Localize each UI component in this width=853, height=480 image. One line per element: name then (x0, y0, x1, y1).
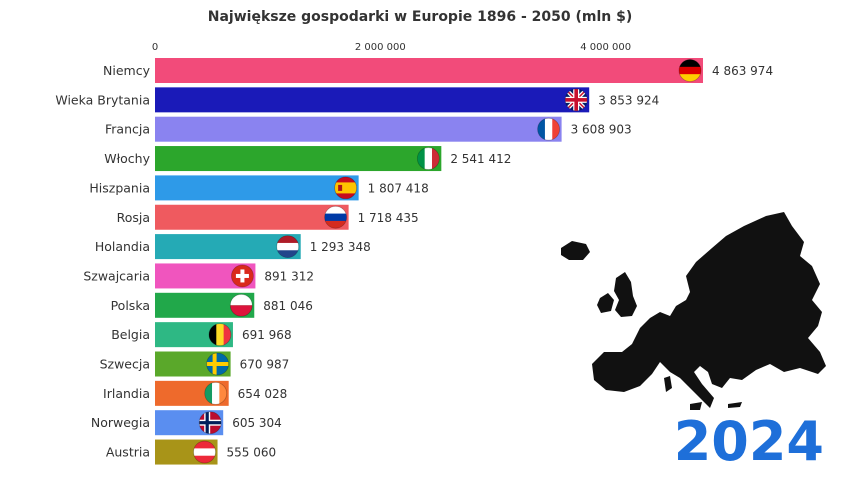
value-label: 4 863 974 (712, 64, 773, 78)
netherlands-flag-icon (276, 235, 299, 258)
bar-row: Irlandia 654 028 (103, 380, 288, 406)
value-label: 605 304 (232, 416, 282, 430)
flag-outline (537, 117, 560, 141)
category-label: Wieka Brytania (55, 92, 150, 107)
bar-row: Holandia 1 293 348 (95, 234, 371, 260)
chart-title: Największe gospodarki w Europie 1896 - 2… (208, 9, 633, 25)
x-tick-label: 4 000 000 (580, 42, 631, 53)
flag-outline (193, 440, 216, 464)
crete-shape (728, 402, 742, 408)
flag-outline (324, 205, 348, 229)
bar-row: Włochy 2 541 412 (104, 146, 511, 172)
bar (155, 175, 359, 201)
sardinia-shape (664, 376, 672, 392)
flag-outline (204, 381, 228, 405)
bar-row: Hiszpania 1 807 418 (89, 175, 429, 201)
bar-row: Szwecja 670 987 (100, 351, 290, 377)
bar-row: Wieka Brytania 3 853 924 (55, 87, 659, 113)
category-label: Włochy (104, 151, 150, 166)
bar (155, 58, 703, 83)
bar-row: Szwajcaria 891 312 (83, 263, 314, 289)
flag-outline (334, 176, 358, 200)
value-label: 555 060 (227, 446, 277, 460)
ireland-shape (597, 293, 614, 313)
great-britain-shape (614, 272, 637, 317)
flag-outline (678, 59, 702, 82)
x-axis: 0 2 000 000 4 000 000 (152, 42, 631, 53)
x-tick-label: 2 000 000 (355, 42, 406, 53)
russia-flag-icon (324, 206, 347, 229)
mainland-europe-shape (592, 212, 826, 408)
category-label: Austria (106, 445, 150, 460)
category-label: Irlandia (103, 386, 150, 401)
bar-row: Rosja 1 718 435 (117, 204, 419, 230)
flag-outline (229, 293, 253, 317)
flag-outline (231, 264, 254, 288)
switzerland-flag-icon (231, 264, 254, 287)
bars-group: Niemcy 4 863 974 Wieka Brytania 3 853 924 Fr… (55, 58, 773, 465)
flag-outline (564, 88, 588, 112)
germany-flag-icon (679, 59, 701, 82)
austria-flag-icon (193, 441, 216, 464)
category-label: Niemcy (103, 63, 151, 78)
bar (155, 204, 349, 230)
bar-row: Polska 881 046 (111, 292, 313, 318)
value-label: 1 293 348 (310, 240, 371, 254)
spain-flag-icon (334, 176, 357, 199)
flag-outline (276, 235, 300, 259)
uk-flag-icon (565, 88, 588, 111)
value-label: 691 968 (242, 328, 292, 342)
europe-map-icon (561, 212, 826, 410)
category-label: Polska (111, 298, 150, 313)
sweden-flag-icon (206, 353, 229, 375)
flag-outline (208, 323, 232, 347)
category-label: Belgia (111, 327, 150, 342)
bar (155, 116, 562, 142)
italy-flag-icon (417, 147, 440, 170)
bar (155, 146, 442, 172)
flag-outline (206, 352, 229, 376)
bar (155, 87, 590, 113)
sicily-shape (690, 402, 702, 410)
value-label: 3 608 903 (571, 123, 632, 137)
value-label: 670 987 (240, 358, 290, 372)
flag-outline (198, 411, 222, 435)
flag-outline (416, 147, 440, 170)
year-label: 2024 (674, 410, 824, 473)
category-label: Szwajcaria (83, 268, 150, 283)
bar-row: Francja 3 608 903 (105, 116, 632, 142)
value-label: 654 028 (238, 387, 288, 401)
category-label: Holandia (95, 239, 150, 254)
category-label: Hiszpania (89, 180, 150, 195)
value-label: 2 541 412 (450, 152, 511, 166)
value-label: 3 853 924 (598, 93, 659, 107)
category-label: Norwegia (91, 415, 150, 430)
norway-flag-icon (199, 411, 222, 434)
ireland-flag-icon (204, 382, 227, 405)
france-flag-icon (537, 118, 560, 141)
bar-row: Belgia 691 968 (111, 322, 292, 348)
iceland-shape (561, 241, 590, 260)
value-label: 881 046 (263, 299, 313, 313)
value-label: 1 807 418 (368, 181, 429, 195)
bar (155, 234, 301, 260)
bar-row: Norwegia 605 304 (91, 410, 282, 436)
bar-row: Niemcy 4 863 974 (103, 58, 773, 83)
belgium-flag-icon (208, 323, 231, 346)
value-label: 1 718 435 (358, 211, 419, 225)
poland-flag-icon (230, 294, 253, 317)
value-label: 891 312 (264, 269, 314, 283)
bar-row: Austria 555 060 (106, 439, 277, 465)
category-label: Rosja (117, 210, 150, 225)
category-label: Francja (105, 122, 150, 137)
x-tick-label: 0 (152, 42, 158, 53)
category-label: Szwecja (100, 357, 150, 372)
